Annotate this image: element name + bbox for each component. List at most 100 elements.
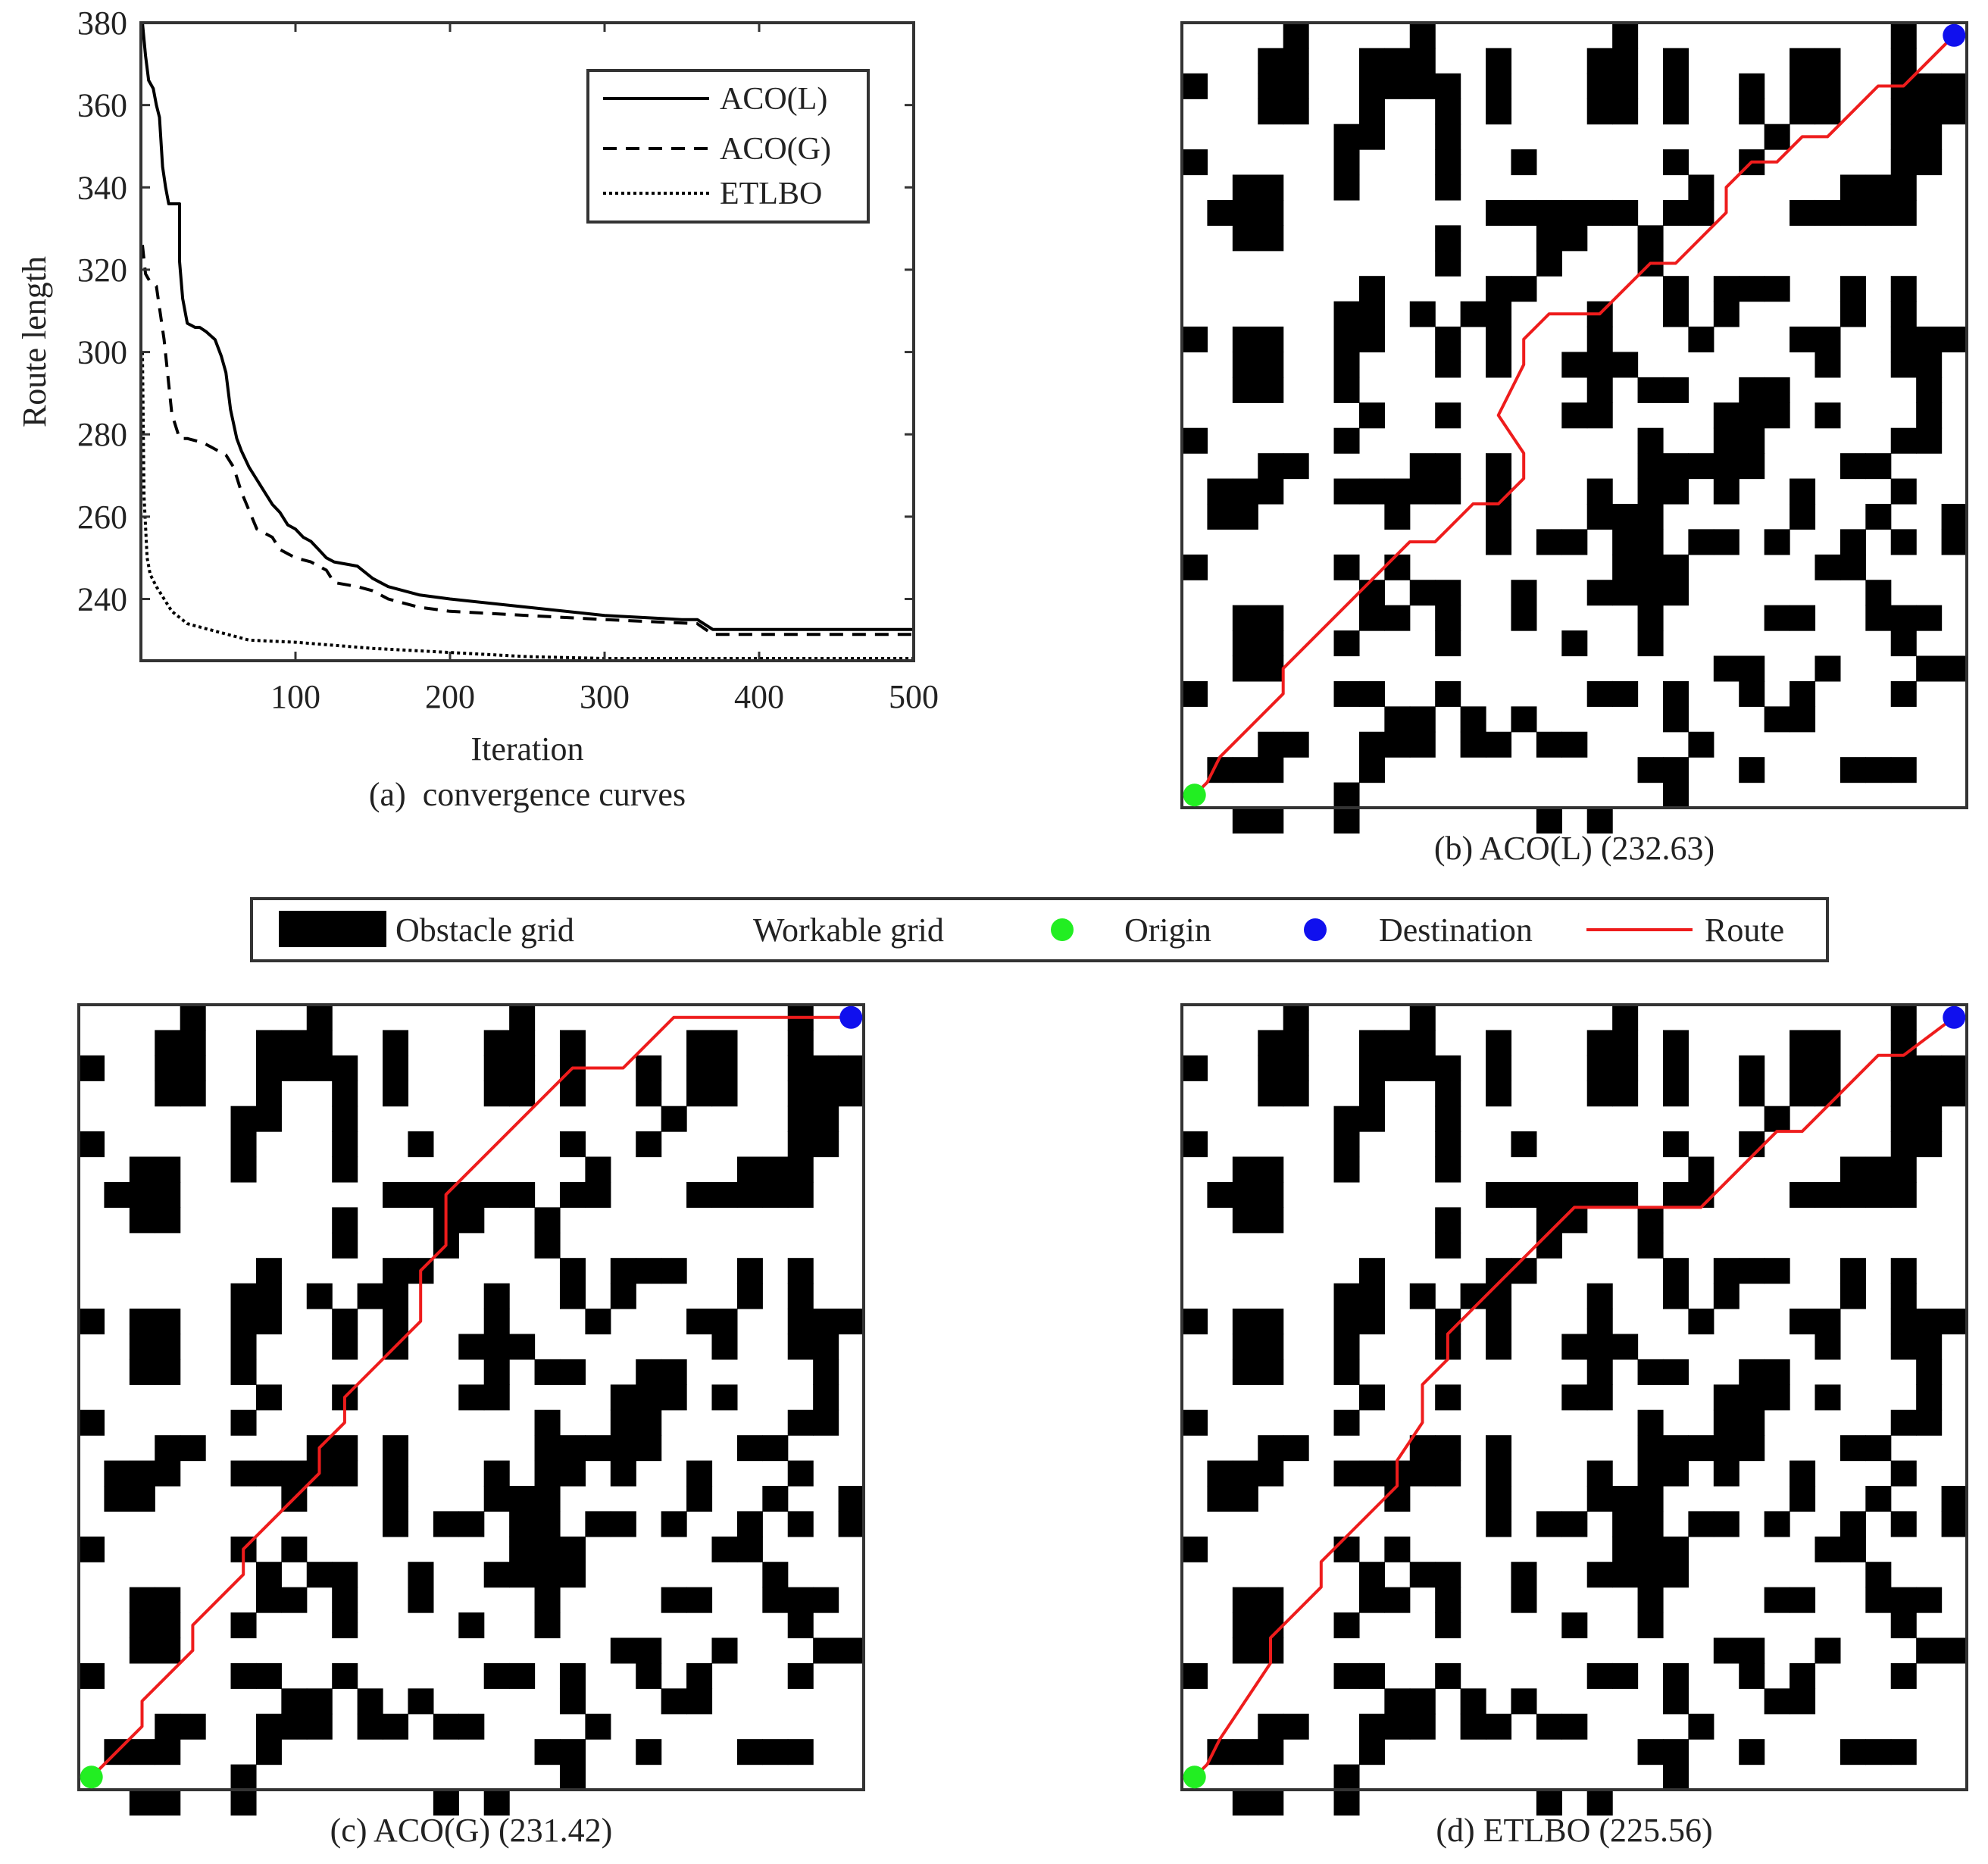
obstacle-cell (636, 1384, 662, 1411)
obstacle-cell (509, 1511, 536, 1537)
obstacle-cell (1662, 377, 1689, 403)
obstacle-cell (1815, 655, 1841, 682)
obstacle-cell (255, 1662, 282, 1689)
obstacle-cell (559, 1181, 586, 1208)
obstacle-cell (1637, 554, 1664, 580)
obstacle-cell (1409, 1435, 1436, 1462)
obstacle-cell (1713, 301, 1740, 327)
obstacle-cell (1815, 327, 1841, 353)
obstacle-cell (1409, 1055, 1436, 1081)
obstacle-cell (483, 1030, 510, 1056)
obstacle-cell (711, 1334, 738, 1360)
obstacle-cell (1486, 478, 1512, 505)
obstacle-cell (1688, 731, 1714, 758)
obstacle-cell (1511, 1181, 1537, 1208)
obstacle-cell (180, 1081, 206, 1107)
obstacle-cell (1536, 529, 1562, 555)
obstacle-cell (458, 1511, 485, 1537)
obstacle-cell (1283, 1030, 1309, 1056)
obstacle-cell (1511, 1562, 1537, 1588)
destination-legend-marker (1304, 918, 1327, 941)
obstacle-cell (1384, 554, 1411, 580)
obstacle-cell (1283, 1005, 1309, 1031)
obstacle-cell (1258, 377, 1284, 403)
obstacle-cell (255, 1384, 282, 1411)
obstacle-cell (1662, 149, 1689, 176)
obstacle-cell (1890, 99, 1917, 125)
obstacle-cell (585, 1713, 611, 1740)
obstacle-cell (762, 1181, 789, 1208)
obstacle-cell (1232, 1587, 1258, 1613)
obstacle-cell (1358, 1587, 1385, 1613)
obstacle-cell (813, 1081, 839, 1107)
obstacle-cell (180, 1713, 206, 1740)
obstacle-cell (230, 1359, 257, 1385)
obstacle-cell (180, 1005, 206, 1031)
obstacle-cell (1612, 1562, 1639, 1588)
obstacle-cell (1662, 1739, 1689, 1765)
obstacle-cell (433, 1790, 459, 1816)
obstacle-cell (1916, 1309, 1943, 1335)
obstacle-cell (1790, 503, 1816, 530)
obstacle-cell (1435, 605, 1461, 631)
obstacle-cell (1333, 124, 1360, 150)
obstacle-cell (1739, 377, 1765, 403)
obstacle-cell (1409, 73, 1436, 99)
obstacle-cell (1511, 1587, 1537, 1613)
obstacle-cell (1662, 276, 1689, 302)
obstacle-cell (1790, 48, 1816, 74)
obstacle-cell (1258, 1359, 1284, 1385)
obstacle-cell (1586, 377, 1613, 403)
obstacle-cell (1409, 580, 1436, 606)
obstacle-cell (1486, 1435, 1512, 1462)
obstacle-cell (1612, 580, 1639, 606)
obstacle-cell (813, 1334, 839, 1360)
map-frame (1180, 21, 1968, 809)
obstacle-cell (1637, 1485, 1664, 1512)
obstacle-cell (711, 1384, 738, 1411)
series-line-acol (141, 22, 914, 631)
obstacle-cell (1358, 327, 1385, 353)
obstacle-cell (838, 1511, 864, 1537)
obstacle-cell (1536, 225, 1562, 252)
obstacle-cell (1637, 757, 1664, 783)
obstacle-cell (1283, 1435, 1309, 1462)
obstacle-cell (1409, 1562, 1436, 1588)
obstacle-cell (559, 1764, 586, 1791)
obstacle-cell (1941, 1055, 1968, 1081)
obstacle-cell (1333, 1334, 1360, 1360)
obstacle-cell (661, 1587, 687, 1613)
obstacle-cell (306, 1562, 333, 1588)
obstacle-cell (1182, 680, 1208, 707)
obstacle-cell (1612, 529, 1639, 555)
obstacle-cell (1637, 1536, 1664, 1562)
obstacle-cell (1890, 1030, 1917, 1056)
map-frame (1180, 1003, 1968, 1791)
legend-label-etlbo: ETLBO (720, 177, 822, 211)
obstacle-cell (1435, 680, 1461, 707)
obstacle-cell (1890, 1409, 1917, 1436)
obstacle-cell (1865, 1156, 1892, 1183)
obstacle-cell (1486, 1334, 1512, 1360)
obstacle-cell (1790, 1081, 1816, 1107)
obstacle-cell (255, 1713, 282, 1740)
obstacle-cell (1865, 453, 1892, 480)
obstacle-cell (1258, 352, 1284, 378)
obstacle-cell (1739, 1662, 1765, 1689)
obstacle-swatch (279, 911, 386, 947)
obstacle-cell (1739, 1637, 1765, 1664)
obstacle-cell (1258, 1587, 1284, 1613)
obstacle-cell (1637, 1739, 1664, 1765)
obstacle-cell (1890, 529, 1917, 555)
legend-destination-label: Destination (1379, 912, 1533, 949)
obstacle-cell (610, 1384, 636, 1411)
obstacle-cell (762, 1587, 789, 1613)
obstacle-cell (1409, 48, 1436, 74)
obstacle-cell (838, 1637, 864, 1664)
obstacle-cell (534, 1562, 561, 1588)
obstacle-cell (1536, 199, 1562, 226)
route-line (1193, 34, 1955, 796)
obstacle-cell (1890, 1334, 1917, 1360)
destination-marker (839, 1005, 863, 1029)
obstacle-cell (1739, 99, 1765, 125)
